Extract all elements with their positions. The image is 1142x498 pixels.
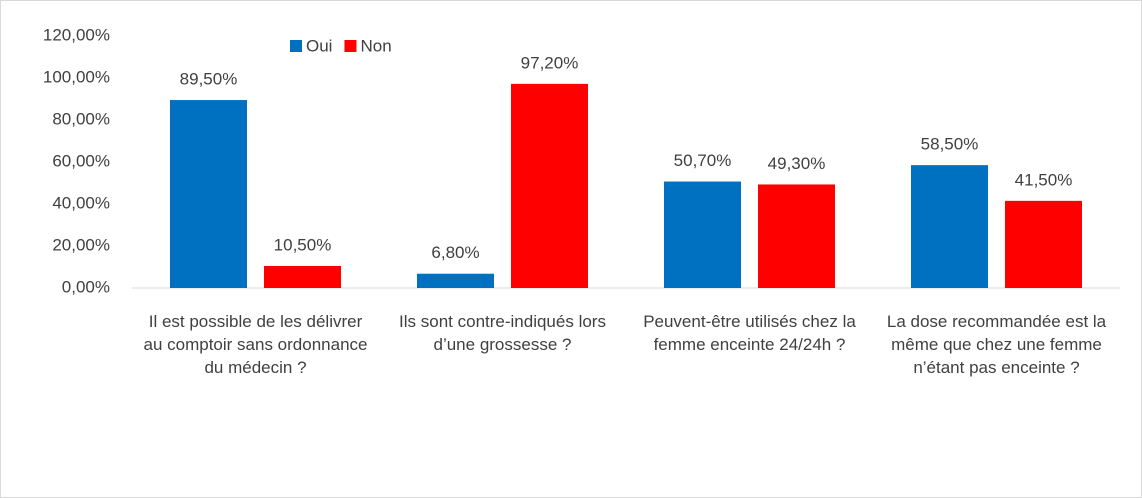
y-tick-label: 60,00%	[52, 151, 110, 170]
data-label: 89,50%	[180, 70, 238, 89]
bar	[911, 165, 988, 288]
bar	[1005, 200, 1082, 288]
bar	[264, 265, 341, 288]
bar	[511, 83, 588, 288]
data-label: 10,50%	[274, 235, 332, 254]
legend-swatch	[290, 40, 302, 52]
legend-label: Non	[360, 36, 391, 55]
y-tick-label: 120,00%	[43, 25, 110, 44]
x-tick-label: Il est possible de les délivrer au compt…	[143, 312, 368, 377]
y-tick-label: 100,00%	[43, 67, 110, 86]
y-tick-label: 20,00%	[52, 235, 110, 254]
data-label: 50,70%	[674, 151, 732, 170]
bar	[417, 273, 494, 288]
data-label: 49,30%	[768, 154, 826, 173]
y-tick-label: 40,00%	[52, 193, 110, 212]
data-label: 41,50%	[1015, 170, 1073, 189]
legend-swatch	[344, 40, 357, 52]
y-tick-label: 80,00%	[52, 109, 110, 128]
bar	[664, 181, 741, 288]
bar	[170, 100, 247, 288]
data-label: 97,20%	[521, 53, 579, 72]
legend-label: Oui	[306, 36, 332, 55]
bar	[758, 184, 835, 288]
x-tick-label: Ils sont contre-indiqués lors d’une gros…	[399, 312, 606, 354]
data-label: 58,50%	[921, 135, 979, 154]
y-tick-label: 0,00%	[62, 277, 110, 296]
x-tick-label: Peuvent-être utilisés chez la femme ence…	[643, 312, 856, 354]
x-tick-label: La dose recommandée est la même que chez…	[886, 312, 1107, 377]
data-label: 6,80%	[431, 243, 479, 262]
